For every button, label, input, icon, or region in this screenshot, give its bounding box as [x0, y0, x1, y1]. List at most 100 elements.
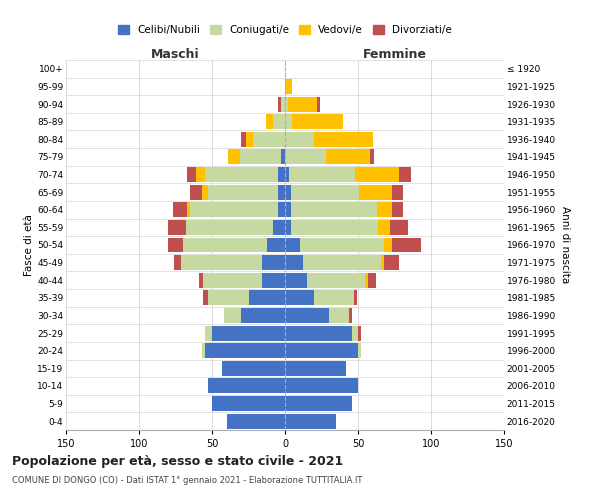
Bar	[317, 96, 320, 112]
Bar	[285, 273, 307, 287]
Bar	[241, 132, 245, 147]
Bar	[285, 290, 314, 306]
Bar	[291, 220, 379, 235]
Bar	[266, 114, 274, 129]
Bar	[205, 167, 278, 182]
Bar	[352, 326, 358, 340]
Bar	[285, 378, 358, 394]
Bar	[240, 150, 281, 164]
Bar	[212, 326, 285, 340]
Bar	[241, 308, 285, 323]
Bar	[174, 255, 181, 270]
Bar	[202, 343, 205, 358]
Bar	[187, 202, 190, 218]
Bar	[168, 238, 183, 252]
Bar	[212, 396, 285, 411]
Bar	[245, 132, 253, 147]
Bar	[278, 96, 281, 112]
Bar	[208, 184, 278, 200]
Bar	[365, 273, 368, 287]
Bar	[307, 273, 365, 287]
Bar	[285, 96, 288, 112]
Bar	[353, 290, 356, 306]
Bar	[262, 273, 285, 287]
Bar	[285, 326, 352, 340]
Bar	[187, 167, 196, 182]
Bar	[370, 150, 374, 164]
Bar	[314, 290, 353, 306]
Bar	[268, 238, 285, 252]
Bar	[173, 202, 187, 218]
Bar	[359, 184, 392, 200]
Bar	[208, 378, 285, 394]
Bar	[224, 308, 241, 323]
Bar	[355, 167, 399, 182]
Bar	[384, 255, 399, 270]
Bar	[399, 167, 410, 182]
Bar	[349, 308, 352, 323]
Bar	[278, 184, 285, 200]
Text: Maschi: Maschi	[151, 48, 200, 61]
Bar	[186, 220, 274, 235]
Text: COMUNE DI DONGO (CO) - Dati ISTAT 1° gennaio 2021 - Elaborazione TUTTITALIA.IT: COMUNE DI DONGO (CO) - Dati ISTAT 1° gen…	[12, 476, 362, 485]
Bar	[285, 150, 326, 164]
Bar	[285, 361, 346, 376]
Bar	[285, 167, 289, 182]
Y-axis label: Anni di nascita: Anni di nascita	[560, 206, 570, 284]
Bar	[274, 220, 285, 235]
Bar	[253, 132, 285, 147]
Bar	[285, 79, 292, 94]
Bar	[285, 114, 292, 129]
Bar	[291, 202, 377, 218]
Bar	[377, 202, 392, 218]
Bar	[326, 150, 370, 164]
Bar	[314, 132, 373, 147]
Bar	[392, 184, 403, 200]
Bar	[285, 343, 358, 358]
Bar	[292, 114, 343, 129]
Bar	[390, 220, 407, 235]
Bar	[392, 238, 421, 252]
Bar	[384, 238, 392, 252]
Bar	[285, 220, 291, 235]
Bar	[181, 255, 262, 270]
Bar	[382, 255, 384, 270]
Text: Popolazione per età, sesso e stato civile - 2021: Popolazione per età, sesso e stato civil…	[12, 455, 343, 468]
Bar	[190, 184, 202, 200]
Bar	[299, 238, 384, 252]
Bar	[285, 202, 291, 218]
Bar	[183, 238, 268, 252]
Bar	[205, 326, 212, 340]
Bar	[199, 273, 203, 287]
Text: Femmine: Femmine	[362, 48, 427, 61]
Bar	[208, 290, 248, 306]
Bar	[285, 132, 314, 147]
Bar	[358, 326, 361, 340]
Bar	[392, 202, 403, 218]
Bar	[358, 343, 361, 358]
Bar	[205, 343, 285, 358]
Legend: Celibi/Nubili, Coniugati/e, Vedovi/e, Divorziati/e: Celibi/Nubili, Coniugati/e, Vedovi/e, Di…	[114, 21, 456, 39]
Bar	[227, 414, 285, 428]
Bar	[168, 220, 186, 235]
Bar	[368, 273, 376, 287]
Bar	[202, 184, 208, 200]
Bar	[379, 220, 390, 235]
Bar	[203, 273, 262, 287]
Bar	[285, 255, 302, 270]
Bar	[288, 96, 317, 112]
Y-axis label: Fasce di età: Fasce di età	[24, 214, 34, 276]
Bar	[302, 255, 382, 270]
Bar	[281, 150, 285, 164]
Bar	[281, 96, 285, 112]
Bar	[190, 202, 278, 218]
Bar	[278, 202, 285, 218]
Bar	[228, 150, 240, 164]
Bar	[285, 238, 299, 252]
Bar	[262, 255, 285, 270]
Bar	[222, 361, 285, 376]
Bar	[196, 167, 205, 182]
Bar	[274, 114, 285, 129]
Bar	[285, 414, 336, 428]
Bar	[248, 290, 285, 306]
